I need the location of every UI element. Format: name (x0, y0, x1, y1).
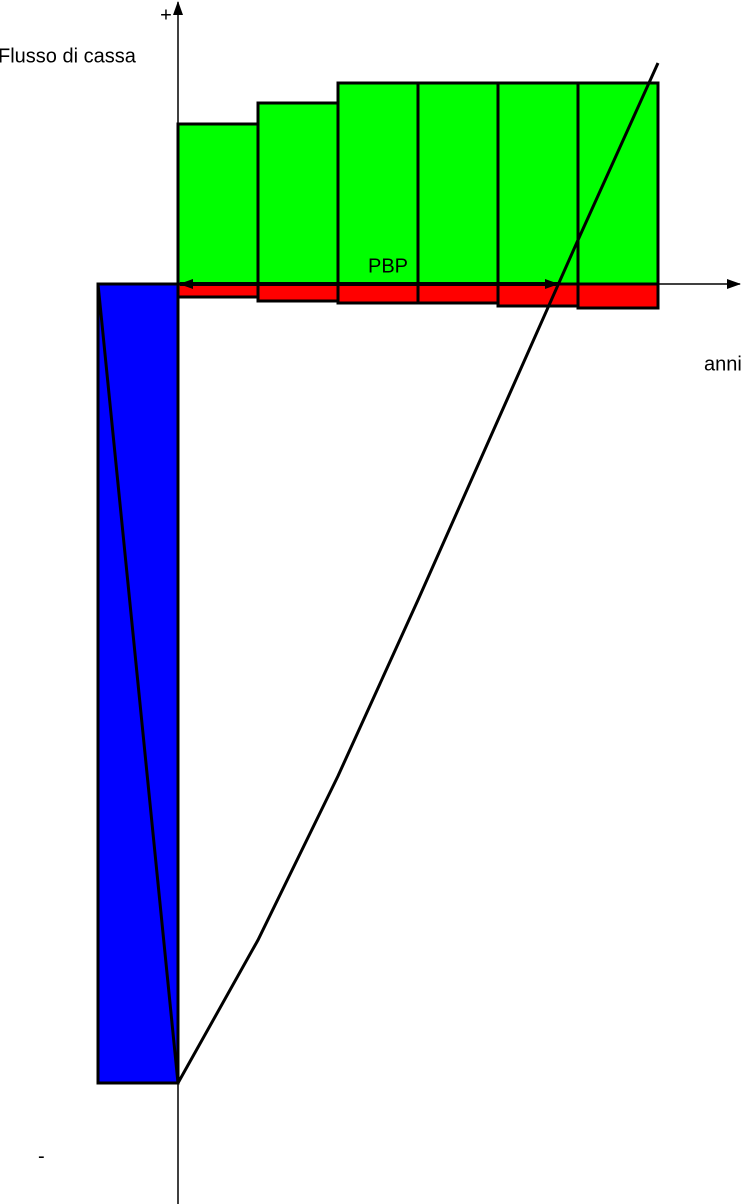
investment-diagonal (96, 283, 180, 1084)
inflow-bar (496, 81, 580, 286)
outflow-bars (176, 282, 660, 310)
y-minus: - (38, 1145, 45, 1167)
outflow-bar (256, 282, 340, 303)
outflow-bar (336, 282, 420, 305)
inflow-bar (416, 81, 500, 286)
inflow-bar (576, 81, 660, 286)
inflow-bar (336, 81, 420, 286)
outflow-bar (496, 282, 580, 308)
outflow-bar (576, 282, 660, 310)
y-plus: + (160, 4, 172, 26)
pbp-label: PBP (368, 255, 408, 277)
y-label: Flusso di cassa (0, 45, 137, 67)
inflow-bars (176, 81, 660, 286)
outflow-bar (416, 282, 500, 305)
cumulative-line (176, 62, 660, 1084)
x-label: anni (704, 353, 742, 375)
inflow-bar (256, 101, 340, 286)
inflow-bar (176, 122, 260, 286)
